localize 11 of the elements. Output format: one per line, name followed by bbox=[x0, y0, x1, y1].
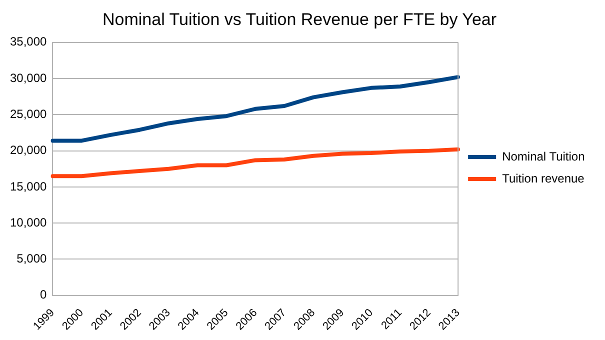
y-tick-label: 5,000 bbox=[16, 252, 48, 266]
legend-label: Nominal Tuition bbox=[502, 149, 585, 164]
legend-label: Tuition revenue bbox=[502, 171, 585, 186]
y-tick-label: 35,000 bbox=[10, 34, 48, 49]
y-tick-label: 30,000 bbox=[10, 70, 48, 85]
y-tick-label: 15,000 bbox=[10, 179, 48, 194]
y-tick-label: 10,000 bbox=[10, 215, 48, 230]
chart-title: Nominal Tuition vs Tuition Revenue per FTE by Year bbox=[102, 10, 497, 29]
y-tick-label: 25,000 bbox=[10, 106, 48, 121]
y-tick-label: 20,000 bbox=[10, 143, 48, 158]
y-tick-label: 0 bbox=[40, 288, 48, 302]
